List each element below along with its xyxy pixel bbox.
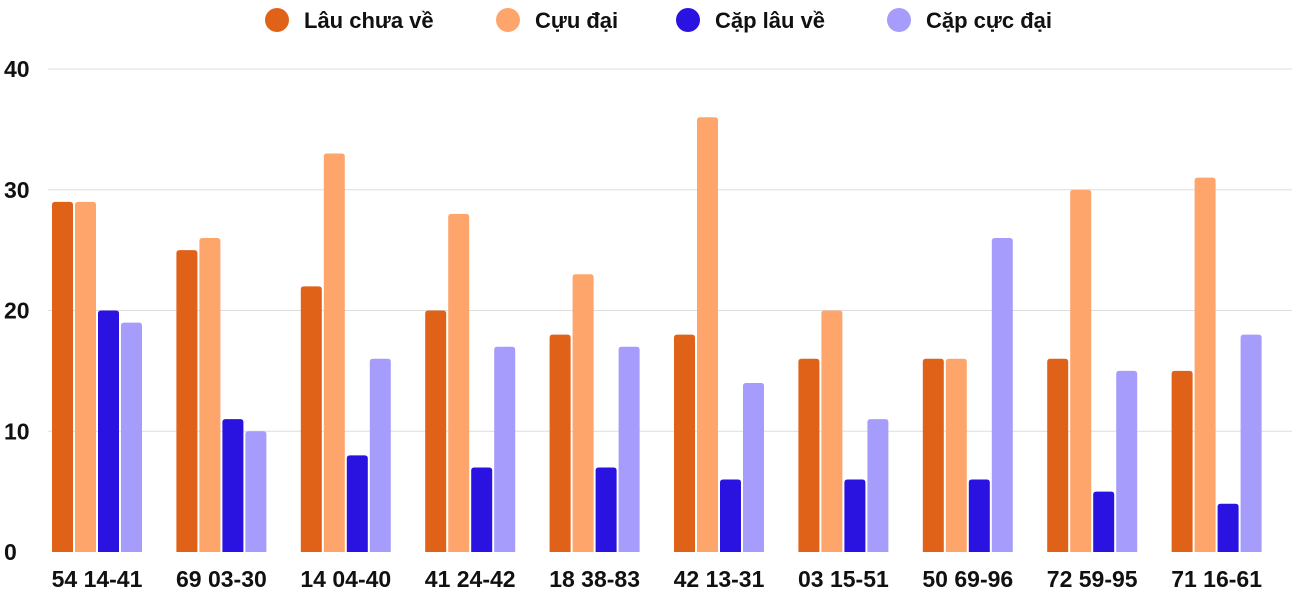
bar — [98, 310, 119, 552]
legend: Lâu chưa về Cựu đại Cặp lâu về Cặp cực đại — [265, 8, 1052, 33]
bar — [1047, 358, 1069, 552]
bar — [743, 382, 764, 552]
bar — [1240, 334, 1262, 552]
bar — [346, 455, 368, 552]
bar — [595, 467, 617, 552]
bar — [425, 310, 447, 552]
x-tick-label: 69 03-30 — [176, 566, 267, 592]
x-tick-label: 42 13-31 — [674, 566, 765, 592]
bar — [471, 467, 493, 552]
bar — [549, 334, 571, 552]
x-tick-label: 54 14-41 — [52, 566, 143, 592]
bar — [323, 153, 345, 552]
legend-label: Cặp cực đại — [926, 8, 1052, 33]
legend-swatch — [496, 8, 520, 32]
legend-swatch — [676, 8, 700, 32]
bar — [75, 201, 96, 552]
x-tick-label: 71 16-61 — [1171, 566, 1262, 592]
bar — [1217, 503, 1239, 552]
x-tick-label: 03 15-51 — [798, 566, 889, 592]
bar — [844, 479, 866, 552]
x-tick-label: 41 24-42 — [425, 566, 516, 592]
bar — [968, 479, 990, 552]
bars — [52, 117, 1262, 553]
bar — [720, 479, 741, 552]
y-tick-label: 40 — [4, 56, 30, 82]
bar — [697, 117, 718, 553]
bar — [121, 322, 142, 552]
grid-lines — [48, 68, 1292, 432]
bar — [448, 213, 470, 552]
legend-label: Lâu chưa về — [304, 8, 434, 33]
legend-swatch — [265, 8, 289, 32]
bar — [798, 358, 820, 552]
y-tick-label: 10 — [4, 418, 30, 444]
bar — [991, 238, 1013, 553]
bar — [1116, 370, 1138, 552]
legend-swatch — [887, 8, 911, 32]
x-tick-label: 72 59-95 — [1047, 566, 1138, 592]
bar — [245, 431, 267, 552]
bar — [494, 346, 516, 552]
x-tick-label: 14 04-40 — [300, 566, 391, 592]
x-tick-label: 50 69-96 — [922, 566, 1013, 592]
bar — [572, 274, 594, 552]
bar — [867, 419, 889, 552]
bar — [674, 334, 695, 552]
y-tick-label: 30 — [4, 177, 30, 203]
x-tick-label: 18 38-83 — [549, 566, 640, 592]
bar — [618, 346, 640, 552]
bar — [1093, 491, 1115, 552]
bar — [222, 419, 244, 552]
y-tick-label: 20 — [4, 298, 30, 324]
bar — [1070, 189, 1092, 552]
bar — [369, 358, 391, 552]
x-axis: 54 14-41 69 03-30 14 04-40 41 24-42 18 38-83… — [52, 566, 1263, 592]
y-axis: 0 10 20 30 40 — [4, 56, 30, 565]
bar — [199, 238, 221, 553]
bar — [922, 358, 944, 552]
bar — [945, 358, 967, 552]
legend-label: Cặp lâu về — [715, 8, 825, 33]
legend-label: Cựu đại — [535, 8, 618, 33]
bar — [52, 201, 73, 552]
bar — [1171, 370, 1193, 552]
bar — [1194, 177, 1216, 553]
bar — [176, 250, 198, 552]
bar — [821, 310, 843, 552]
bar — [300, 286, 322, 552]
y-tick-label: 0 — [4, 539, 17, 565]
